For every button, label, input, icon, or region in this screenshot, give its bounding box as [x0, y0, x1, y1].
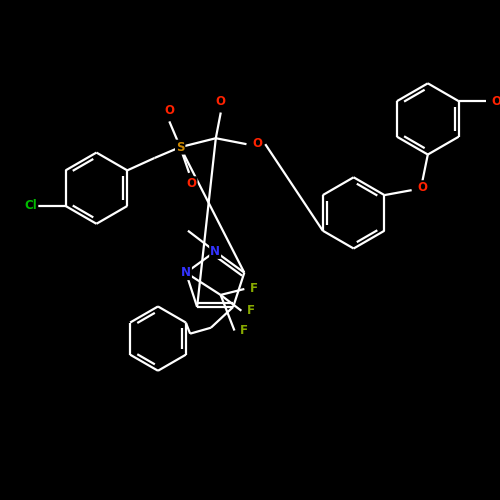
Text: F: F: [250, 282, 258, 296]
Text: N: N: [181, 266, 191, 279]
Text: O: O: [492, 94, 500, 108]
Text: N: N: [210, 245, 220, 258]
Text: F: F: [248, 304, 256, 318]
Text: Cl: Cl: [24, 200, 38, 212]
Text: O: O: [186, 177, 196, 190]
Text: S: S: [176, 140, 184, 153]
Text: O: O: [252, 136, 262, 149]
Text: O: O: [216, 95, 226, 108]
Text: O: O: [418, 181, 428, 194]
Text: F: F: [240, 324, 248, 337]
Text: O: O: [164, 104, 174, 117]
